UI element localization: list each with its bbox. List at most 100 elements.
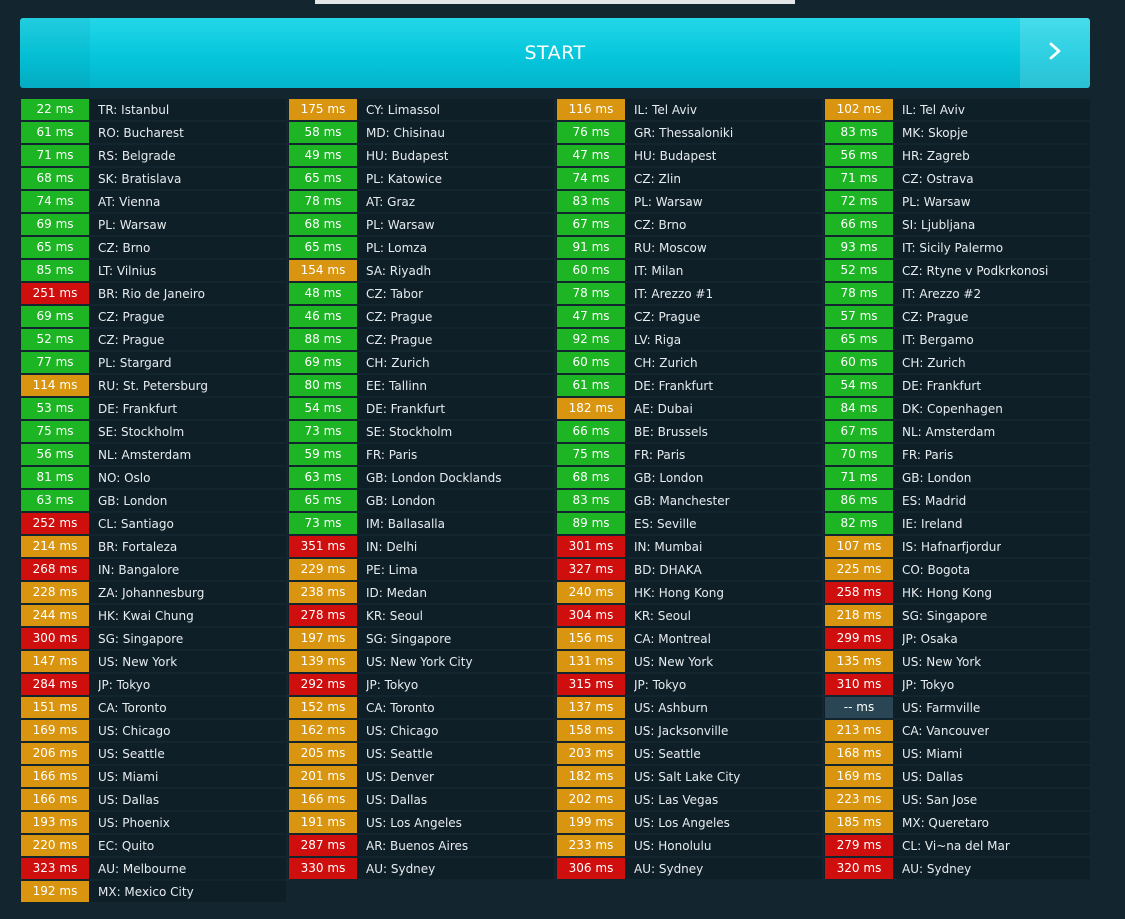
- server-row[interactable]: 48 ms CZ: Tabor: [288, 283, 554, 304]
- server-row[interactable]: 47 ms CZ: Prague: [556, 306, 822, 327]
- server-row[interactable]: 151 ms CA: Toronto: [20, 697, 286, 718]
- server-row[interactable]: 268 ms IN: Bangalore: [20, 559, 286, 580]
- server-row[interactable]: 156 ms CA: Montreal: [556, 628, 822, 649]
- server-row[interactable]: 233 ms US: Honolulu: [556, 835, 822, 856]
- server-row[interactable]: 166 ms US: Miami: [20, 766, 286, 787]
- server-row[interactable]: 202 ms US: Las Vegas: [556, 789, 822, 810]
- server-row[interactable]: 53 ms DE: Frankfurt: [20, 398, 286, 419]
- server-row[interactable]: 83 ms GB: Manchester: [556, 490, 822, 511]
- server-row[interactable]: 278 ms KR: Seoul: [288, 605, 554, 626]
- server-row[interactable]: 49 ms HU: Budapest: [288, 145, 554, 166]
- server-row[interactable]: 213 ms CA: Vancouver: [824, 720, 1090, 741]
- server-row[interactable]: 85 ms LT: Vilnius: [20, 260, 286, 281]
- server-row[interactable]: 71 ms RS: Belgrade: [20, 145, 286, 166]
- server-row[interactable]: 92 ms LV: Riga: [556, 329, 822, 350]
- server-row[interactable]: 83 ms MK: Skopje: [824, 122, 1090, 143]
- server-row[interactable]: 300 ms SG: Singapore: [20, 628, 286, 649]
- server-row[interactable]: 203 ms US: Seattle: [556, 743, 822, 764]
- server-row[interactable]: 60 ms CH: Zurich: [556, 352, 822, 373]
- server-row[interactable]: 47 ms HU: Budapest: [556, 145, 822, 166]
- server-row[interactable]: 175 ms CY: Limassol: [288, 99, 554, 120]
- server-row[interactable]: 225 ms CO: Bogota: [824, 559, 1090, 580]
- server-row[interactable]: 310 ms JP: Tokyo: [824, 674, 1090, 695]
- server-row[interactable]: 65 ms GB: London: [288, 490, 554, 511]
- server-row[interactable]: 252 ms CL: Santiago: [20, 513, 286, 534]
- server-row[interactable]: 223 ms US: San Jose: [824, 789, 1090, 810]
- server-row[interactable]: 158 ms US: Jacksonville: [556, 720, 822, 741]
- server-row[interactable]: 46 ms CZ: Prague: [288, 306, 554, 327]
- server-row[interactable]: 69 ms CZ: Prague: [20, 306, 286, 327]
- server-row[interactable]: 258 ms HK: Hong Kong: [824, 582, 1090, 603]
- server-row[interactable]: 66 ms SI: Ljubljana: [824, 214, 1090, 235]
- server-row[interactable]: 102 ms IL: Tel Aviv: [824, 99, 1090, 120]
- server-row[interactable]: 63 ms GB: London: [20, 490, 286, 511]
- server-row[interactable]: 59 ms FR: Paris: [288, 444, 554, 465]
- server-row[interactable]: 135 ms US: New York: [824, 651, 1090, 672]
- server-row[interactable]: 292 ms JP: Tokyo: [288, 674, 554, 695]
- server-row[interactable]: 83 ms PL: Warsaw: [556, 191, 822, 212]
- server-row[interactable]: 69 ms CH: Zurich: [288, 352, 554, 373]
- server-row[interactable]: 320 ms AU: Sydney: [824, 858, 1090, 879]
- server-row[interactable]: 279 ms CL: Vi~na del Mar: [824, 835, 1090, 856]
- server-row[interactable]: 73 ms IM: Ballasalla: [288, 513, 554, 534]
- server-row[interactable]: 284 ms JP: Tokyo: [20, 674, 286, 695]
- server-row[interactable]: 72 ms PL: Warsaw: [824, 191, 1090, 212]
- server-row[interactable]: 75 ms FR: Paris: [556, 444, 822, 465]
- server-row[interactable]: 77 ms PL: Stargard: [20, 352, 286, 373]
- server-row[interactable]: 193 ms US: Phoenix: [20, 812, 286, 833]
- server-row[interactable]: 88 ms CZ: Prague: [288, 329, 554, 350]
- server-row[interactable]: 65 ms CZ: Brno: [20, 237, 286, 258]
- server-row[interactable]: 80 ms EE: Tallinn: [288, 375, 554, 396]
- server-row[interactable]: 351 ms IN: Delhi: [288, 536, 554, 557]
- server-row[interactable]: 229 ms PE: Lima: [288, 559, 554, 580]
- server-row[interactable]: 166 ms US: Dallas: [20, 789, 286, 810]
- server-row[interactable]: 251 ms BR: Rio de Janeiro: [20, 283, 286, 304]
- server-row[interactable]: -- ms US: Farmville: [824, 697, 1090, 718]
- server-row[interactable]: 82 ms IE: Ireland: [824, 513, 1090, 534]
- server-row[interactable]: 74 ms AT: Vienna: [20, 191, 286, 212]
- server-row[interactable]: 114 ms RU: St. Petersburg: [20, 375, 286, 396]
- server-row[interactable]: 182 ms AE: Dubai: [556, 398, 822, 419]
- server-row[interactable]: 57 ms CZ: Prague: [824, 306, 1090, 327]
- server-row[interactable]: 65 ms IT: Bergamo: [824, 329, 1090, 350]
- server-row[interactable]: 74 ms CZ: Zlin: [556, 168, 822, 189]
- server-row[interactable]: 61 ms RO: Bucharest: [20, 122, 286, 143]
- server-row[interactable]: 75 ms SE: Stockholm: [20, 421, 286, 442]
- server-row[interactable]: 192 ms MX: Mexico City: [20, 881, 286, 902]
- server-row[interactable]: 56 ms NL: Amsterdam: [20, 444, 286, 465]
- server-row[interactable]: 152 ms CA: Toronto: [288, 697, 554, 718]
- server-row[interactable]: 70 ms FR: Paris: [824, 444, 1090, 465]
- server-row[interactable]: 306 ms AU: Sydney: [556, 858, 822, 879]
- server-row[interactable]: 147 ms US: New York: [20, 651, 286, 672]
- server-row[interactable]: 54 ms DE: Frankfurt: [824, 375, 1090, 396]
- server-row[interactable]: 182 ms US: Salt Lake City: [556, 766, 822, 787]
- server-row[interactable]: 78 ms AT: Graz: [288, 191, 554, 212]
- server-row[interactable]: 139 ms US: New York City: [288, 651, 554, 672]
- server-row[interactable]: 301 ms IN: Mumbai: [556, 536, 822, 557]
- server-row[interactable]: 67 ms NL: Amsterdam: [824, 421, 1090, 442]
- server-row[interactable]: 238 ms ID: Medan: [288, 582, 554, 603]
- server-row[interactable]: 52 ms CZ: Rtyne v Podkrkonosi: [824, 260, 1090, 281]
- server-row[interactable]: 185 ms MX: Queretaro: [824, 812, 1090, 833]
- start-arrow-button[interactable]: [1020, 18, 1090, 88]
- server-row[interactable]: 58 ms MD: Chisinau: [288, 122, 554, 143]
- server-row[interactable]: 304 ms KR: Seoul: [556, 605, 822, 626]
- server-row[interactable]: 299 ms JP: Osaka: [824, 628, 1090, 649]
- server-row[interactable]: 69 ms PL: Warsaw: [20, 214, 286, 235]
- server-row[interactable]: 169 ms US: Chicago: [20, 720, 286, 741]
- server-row[interactable]: 205 ms US: Seattle: [288, 743, 554, 764]
- server-row[interactable]: 84 ms DK: Copenhagen: [824, 398, 1090, 419]
- server-row[interactable]: 78 ms IT: Arezzo #1: [556, 283, 822, 304]
- server-row[interactable]: 323 ms AU: Melbourne: [20, 858, 286, 879]
- server-row[interactable]: 154 ms SA: Riyadh: [288, 260, 554, 281]
- server-row[interactable]: 76 ms GR: Thessaloniki: [556, 122, 822, 143]
- server-row[interactable]: 91 ms RU: Moscow: [556, 237, 822, 258]
- server-row[interactable]: 197 ms SG: Singapore: [288, 628, 554, 649]
- server-row[interactable]: 162 ms US: Chicago: [288, 720, 554, 741]
- server-row[interactable]: 191 ms US: Los Angeles: [288, 812, 554, 833]
- server-row[interactable]: 199 ms US: Los Angeles: [556, 812, 822, 833]
- server-row[interactable]: 166 ms US: Dallas: [288, 789, 554, 810]
- server-row[interactable]: 22 ms TR: Istanbul: [20, 99, 286, 120]
- server-row[interactable]: 68 ms PL: Warsaw: [288, 214, 554, 235]
- server-row[interactable]: 52 ms CZ: Prague: [20, 329, 286, 350]
